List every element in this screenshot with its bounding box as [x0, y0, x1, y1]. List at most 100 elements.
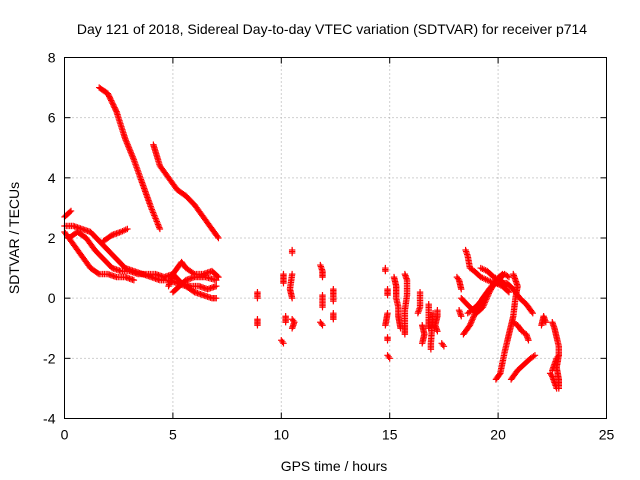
data-point [104, 90, 112, 97]
data-point [505, 273, 513, 281]
data-point [148, 204, 155, 212]
x-tick-label: 25 [599, 427, 615, 443]
data-point [498, 271, 505, 279]
data-point [531, 352, 539, 359]
data-point [214, 272, 221, 280]
data-point [150, 210, 157, 218]
data-point [454, 275, 462, 282]
data-point [503, 282, 510, 290]
data-point [468, 317, 476, 324]
data-point [149, 207, 156, 215]
data-point [155, 222, 162, 230]
data-point [282, 319, 289, 326]
data-point [319, 273, 326, 281]
series-arc6 [65, 228, 220, 293]
data-point [128, 152, 136, 159]
data-point [481, 300, 488, 308]
data-point [458, 285, 465, 293]
data-point [254, 294, 261, 302]
data-point [123, 138, 130, 145]
data-point [528, 308, 536, 316]
series-arc3 [61, 207, 75, 221]
data-point [553, 385, 560, 392]
series-late7 [507, 352, 539, 383]
data-point [419, 340, 426, 347]
data-point [471, 311, 478, 318]
x-tick-label: 15 [382, 427, 398, 443]
data-point [130, 155, 137, 162]
axis-ticks: 0 5 10 15 20 25 -4 -2 0 2 4 6 8 [43, 50, 614, 443]
data-point [105, 91, 112, 99]
x-tick-label: 0 [61, 427, 69, 443]
data-point [470, 313, 478, 320]
data-point [414, 310, 422, 317]
data-point [439, 341, 447, 348]
data-point [280, 340, 287, 347]
data-point [123, 140, 131, 147]
y-axis-label: SDTVAR / TECUs [6, 182, 22, 294]
data-point [504, 272, 511, 280]
y-tick-label: 8 [48, 50, 56, 66]
y-tick-label: 2 [48, 230, 56, 246]
data-point [288, 325, 296, 332]
data-point [125, 143, 132, 150]
series-arc5 [61, 228, 138, 284]
data-point [213, 282, 220, 290]
data-point [110, 102, 118, 110]
data-point [499, 270, 506, 278]
data-point [152, 216, 160, 224]
data-point [554, 353, 561, 361]
series-arc2 [150, 141, 222, 242]
series-midday [254, 246, 337, 347]
data-point [525, 337, 532, 344]
data-point [440, 343, 448, 350]
data-point [215, 234, 222, 242]
series-late11 [546, 370, 560, 392]
data-point [109, 101, 117, 108]
data-point [530, 353, 537, 360]
data-point [504, 287, 512, 295]
data-point [280, 279, 287, 287]
data-point [151, 213, 159, 221]
data-point [129, 153, 136, 160]
data-point [279, 338, 286, 345]
y-tick-label: 6 [48, 110, 56, 126]
data-point [319, 322, 326, 329]
x-tick-label: 5 [169, 427, 177, 443]
data-point [107, 95, 114, 103]
data-point [66, 208, 74, 216]
data-point [106, 94, 114, 101]
data-point [156, 224, 163, 231]
data-point [468, 319, 475, 326]
data-point [127, 149, 134, 156]
y-tick-label: -2 [43, 350, 56, 366]
data-point [107, 97, 115, 104]
y-tick-label: -4 [43, 411, 56, 427]
series-late9 [538, 313, 549, 329]
data-point [213, 276, 220, 284]
data-point [67, 207, 75, 215]
data-point [434, 328, 441, 335]
x-axis-label: GPS time / hours [281, 458, 388, 474]
data-point [108, 98, 116, 106]
x-tick-label: 10 [274, 427, 290, 443]
series-arc1 [95, 84, 164, 233]
data-point [384, 291, 391, 299]
series-late5 [477, 264, 510, 290]
data-point [109, 100, 116, 107]
data-point [126, 147, 134, 154]
data-point [151, 212, 158, 219]
data-point [111, 105, 119, 113]
data-point [472, 308, 479, 315]
data-point [510, 270, 517, 278]
data-point [502, 281, 509, 289]
data-point [105, 93, 113, 100]
data-point [111, 104, 118, 111]
data-point [94, 270, 102, 277]
data-point [471, 310, 479, 317]
data-point [125, 144, 133, 151]
data-point [154, 221, 162, 228]
data-point [213, 294, 220, 302]
data-point [153, 218, 160, 225]
